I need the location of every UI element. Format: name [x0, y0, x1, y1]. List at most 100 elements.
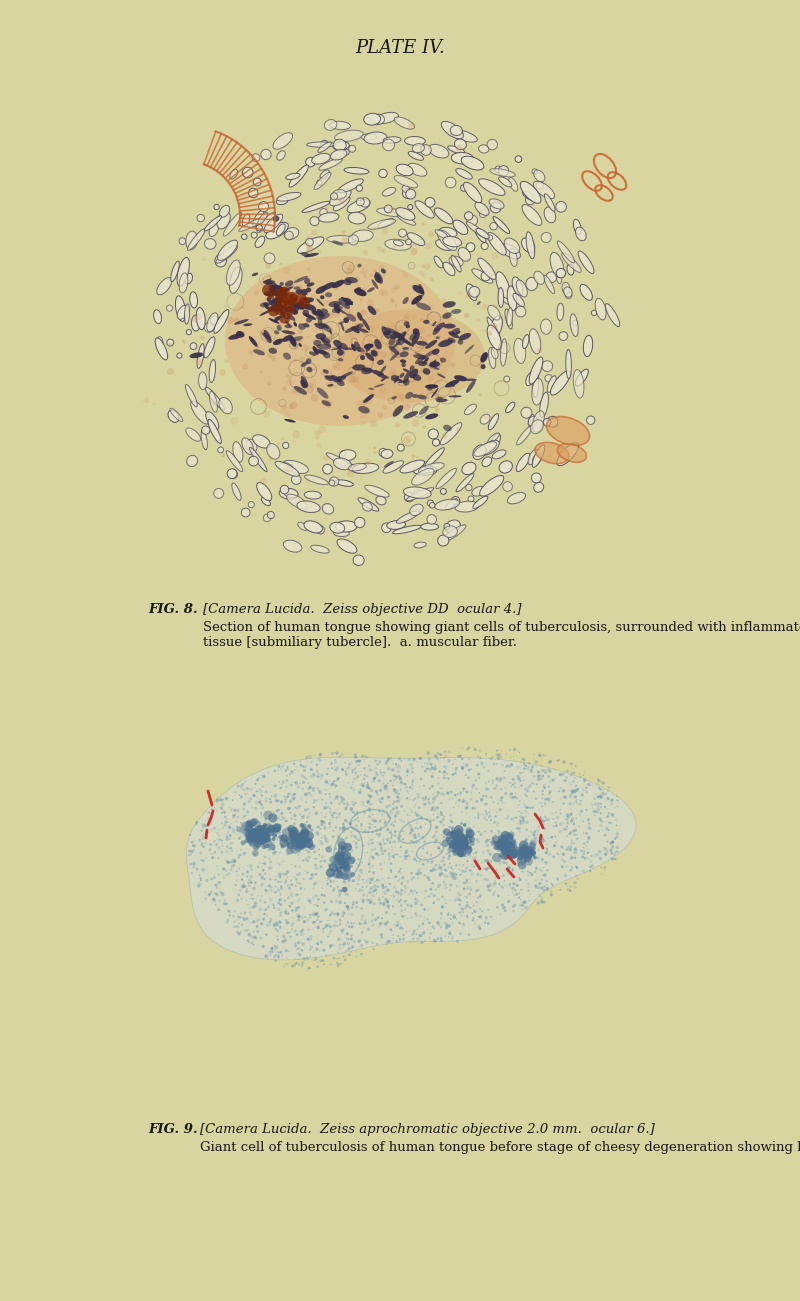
Circle shape — [316, 942, 319, 946]
Circle shape — [375, 852, 378, 855]
Circle shape — [375, 829, 378, 831]
Circle shape — [466, 791, 468, 794]
Circle shape — [440, 812, 442, 814]
Circle shape — [558, 760, 559, 761]
Circle shape — [452, 874, 455, 878]
Circle shape — [416, 860, 418, 863]
Circle shape — [390, 831, 392, 834]
Circle shape — [378, 899, 381, 902]
Circle shape — [547, 329, 550, 333]
Circle shape — [454, 758, 456, 760]
Circle shape — [434, 834, 436, 837]
Circle shape — [375, 790, 378, 792]
Circle shape — [393, 790, 396, 792]
Circle shape — [374, 349, 382, 356]
Circle shape — [522, 848, 529, 855]
Ellipse shape — [300, 380, 307, 389]
Ellipse shape — [277, 196, 288, 204]
Circle shape — [380, 801, 382, 804]
Circle shape — [342, 798, 345, 800]
Circle shape — [328, 869, 330, 870]
Circle shape — [397, 770, 400, 773]
Circle shape — [331, 868, 333, 870]
Circle shape — [379, 769, 381, 770]
Ellipse shape — [507, 493, 526, 503]
Circle shape — [337, 958, 338, 959]
Circle shape — [472, 917, 475, 920]
Circle shape — [570, 762, 573, 765]
Circle shape — [503, 842, 508, 847]
Ellipse shape — [403, 369, 411, 384]
Circle shape — [437, 813, 438, 814]
Circle shape — [510, 877, 513, 878]
Circle shape — [382, 809, 385, 812]
Circle shape — [535, 798, 538, 800]
Circle shape — [431, 766, 434, 769]
Circle shape — [531, 807, 534, 809]
Circle shape — [255, 898, 257, 899]
Ellipse shape — [410, 366, 414, 371]
Circle shape — [286, 291, 298, 303]
Circle shape — [440, 801, 442, 804]
Circle shape — [428, 761, 430, 762]
Circle shape — [399, 939, 401, 942]
Circle shape — [362, 844, 365, 847]
Circle shape — [436, 794, 438, 796]
Ellipse shape — [458, 247, 470, 262]
Circle shape — [537, 886, 539, 889]
Circle shape — [273, 825, 281, 833]
Circle shape — [311, 873, 314, 877]
Circle shape — [419, 934, 422, 937]
Circle shape — [527, 847, 531, 851]
Circle shape — [430, 809, 433, 812]
Ellipse shape — [428, 364, 440, 369]
Circle shape — [526, 807, 528, 809]
Circle shape — [575, 788, 578, 792]
Circle shape — [599, 803, 602, 805]
Circle shape — [292, 794, 295, 796]
Circle shape — [208, 892, 210, 895]
Circle shape — [598, 850, 602, 853]
Circle shape — [362, 890, 364, 891]
Ellipse shape — [451, 497, 460, 505]
Circle shape — [278, 956, 280, 959]
Circle shape — [507, 765, 511, 768]
Circle shape — [351, 834, 354, 837]
Circle shape — [502, 796, 505, 799]
Circle shape — [464, 907, 467, 909]
Circle shape — [406, 881, 409, 882]
Ellipse shape — [396, 338, 405, 345]
Circle shape — [376, 833, 378, 835]
Circle shape — [605, 826, 609, 830]
Circle shape — [296, 390, 300, 394]
Circle shape — [445, 935, 446, 937]
Circle shape — [189, 863, 192, 865]
Circle shape — [263, 822, 267, 827]
Circle shape — [393, 886, 396, 889]
Ellipse shape — [547, 376, 556, 393]
Circle shape — [240, 822, 242, 825]
Ellipse shape — [451, 308, 462, 314]
Ellipse shape — [396, 208, 415, 220]
Ellipse shape — [402, 189, 412, 199]
Circle shape — [438, 336, 442, 338]
Circle shape — [312, 788, 315, 792]
Circle shape — [262, 945, 265, 947]
Circle shape — [270, 886, 273, 889]
Circle shape — [488, 852, 492, 856]
Circle shape — [399, 788, 402, 791]
Circle shape — [363, 350, 368, 355]
Ellipse shape — [448, 146, 465, 154]
Circle shape — [463, 840, 465, 842]
Circle shape — [242, 882, 245, 885]
Circle shape — [286, 307, 294, 315]
Circle shape — [437, 938, 439, 941]
Circle shape — [467, 777, 470, 779]
Circle shape — [445, 887, 447, 889]
Circle shape — [311, 946, 313, 948]
Circle shape — [324, 908, 327, 912]
Ellipse shape — [361, 368, 373, 375]
Circle shape — [379, 933, 383, 937]
Circle shape — [266, 924, 270, 926]
Circle shape — [221, 812, 222, 813]
